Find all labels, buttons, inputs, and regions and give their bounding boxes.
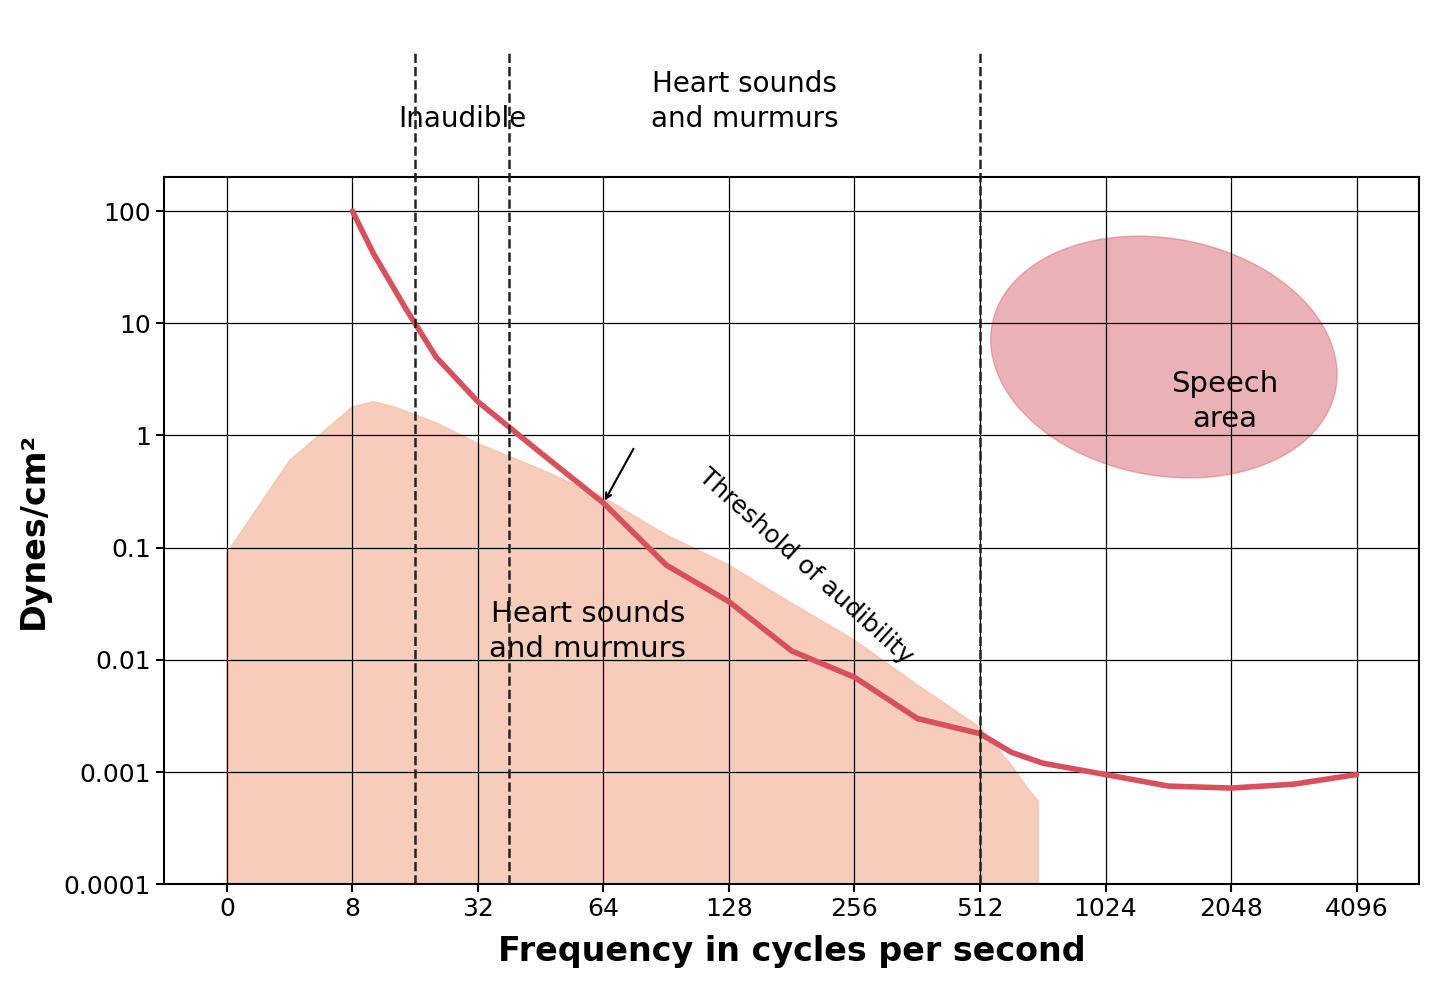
Text: Threshold of audibility: Threshold of audibility [694,465,918,669]
Polygon shape [227,402,1038,885]
Text: Heart sounds
and murmurs: Heart sounds and murmurs [490,600,686,663]
Polygon shape [991,236,1337,478]
X-axis label: Frequency in cycles per second: Frequency in cycles per second [498,936,1086,968]
Y-axis label: Dynes/cm²: Dynes/cm² [17,432,50,629]
Text: Inaudible: Inaudible [398,104,527,133]
Text: Heart sounds
and murmurs: Heart sounds and murmurs [651,70,839,133]
Text: Speech
area: Speech area [1172,370,1279,433]
